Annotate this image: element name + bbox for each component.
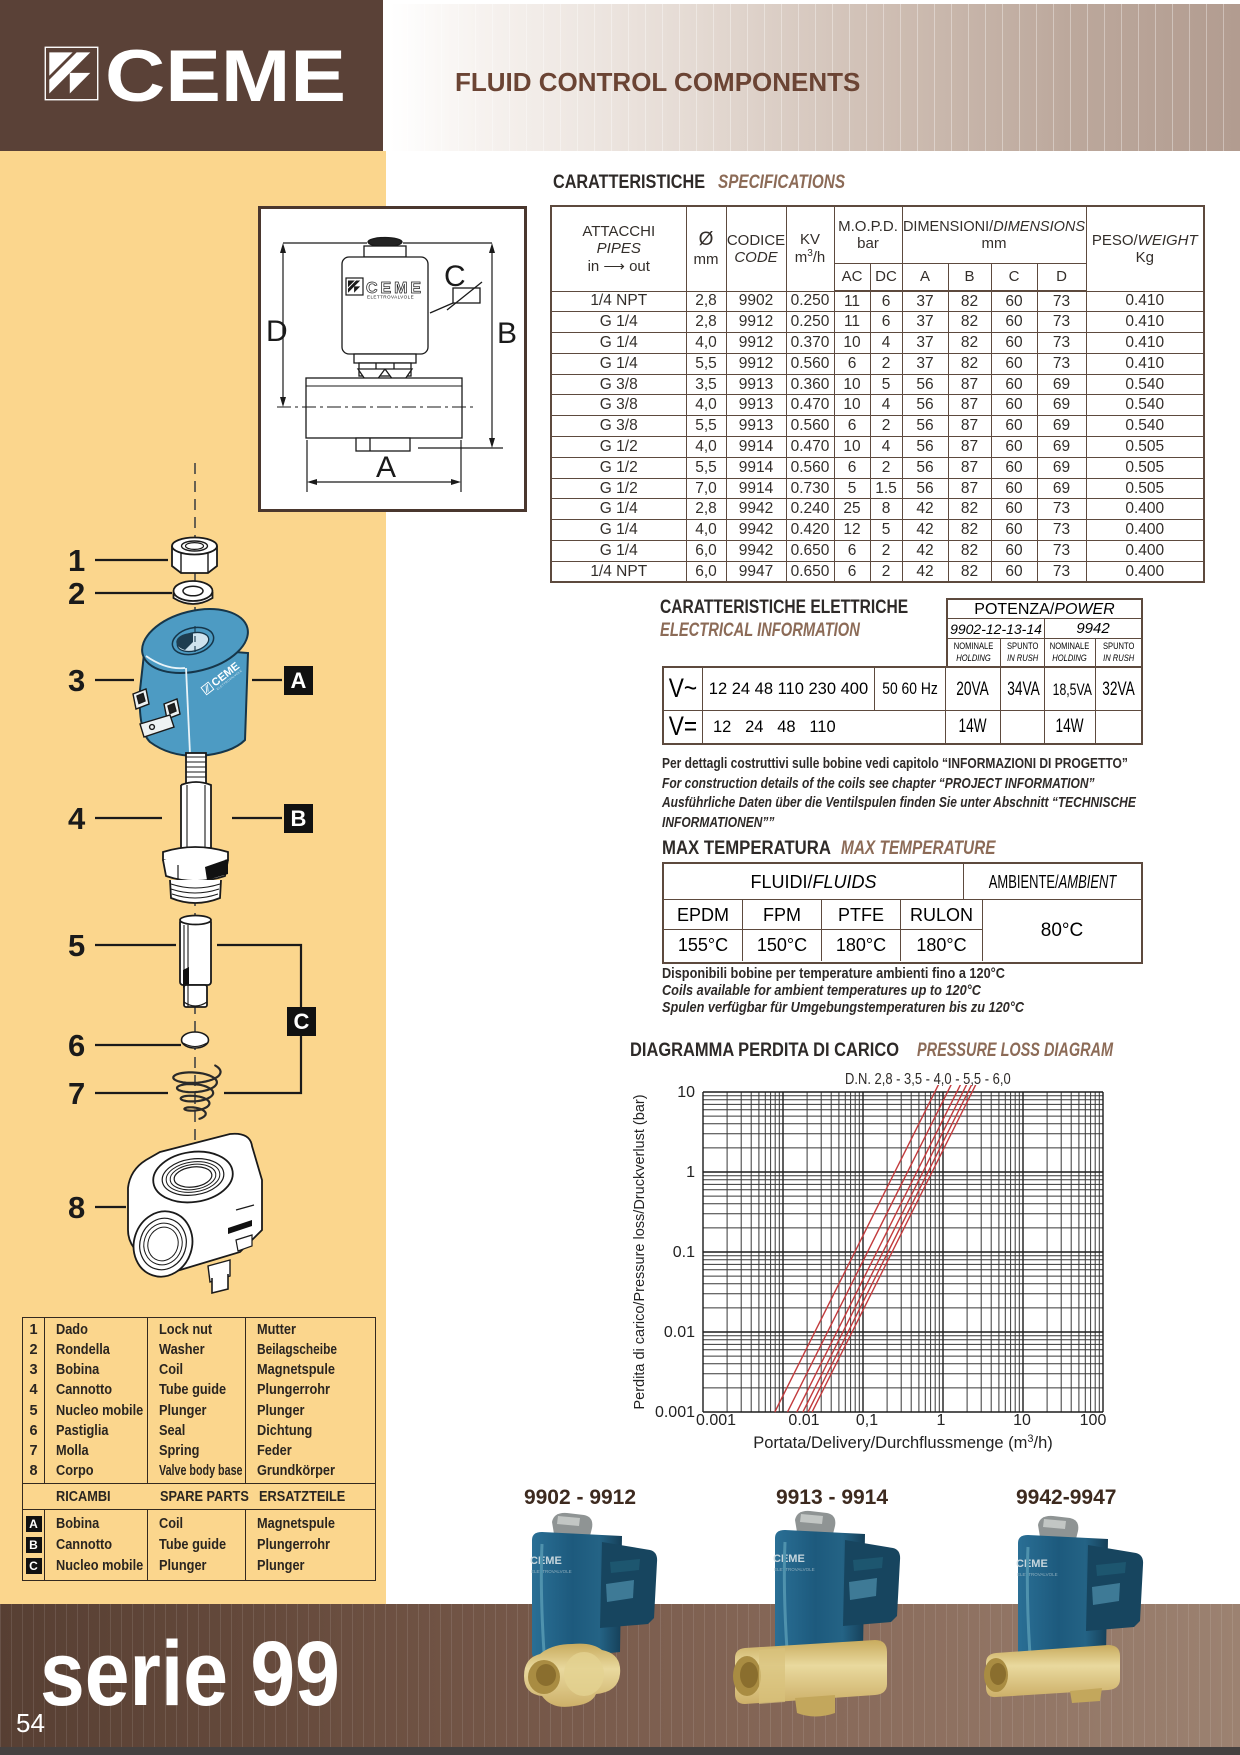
svg-text:Portata/Delivery/Durchflussmen: Portata/Delivery/Durchflussmenge (m3/h): [753, 1433, 1053, 1452]
svg-text:10: 10: [1013, 1412, 1031, 1429]
svg-text:CEME: CEME: [105, 45, 346, 105]
svg-text:Perdita di carico/Pressure los: Perdita di carico/Pressure loss/Druckver…: [632, 1094, 648, 1409]
svg-text:B: B: [291, 806, 307, 831]
svg-text:ELETTROVALVOLE: ELETTROVALVOLE: [774, 1567, 815, 1572]
svg-text:0,1: 0,1: [856, 1412, 878, 1429]
svg-text:CEME: CEME: [773, 1553, 805, 1565]
svg-text:7: 7: [68, 1076, 85, 1111]
svg-text:B: B: [497, 317, 517, 350]
svg-text:C: C: [444, 260, 466, 293]
svg-text:0.01: 0.01: [664, 1324, 695, 1341]
svg-text:0.001: 0.001: [655, 1404, 695, 1421]
svg-text:1: 1: [686, 1164, 695, 1181]
svg-text:3: 3: [68, 663, 85, 698]
svg-text:10: 10: [677, 1085, 695, 1101]
svg-text:6: 6: [68, 1028, 85, 1063]
svg-text:4: 4: [68, 801, 86, 836]
svg-text:0.1: 0.1: [673, 1244, 695, 1261]
svg-text:1: 1: [68, 543, 85, 578]
svg-text:0.01: 0.01: [788, 1412, 819, 1429]
svg-text:A: A: [291, 668, 307, 693]
svg-text:A: A: [376, 451, 396, 484]
svg-text:8: 8: [68, 1190, 85, 1225]
svg-text:5: 5: [68, 928, 85, 963]
svg-text:ELETTROVALVOLE: ELETTROVALVOLE: [367, 295, 414, 300]
svg-text:CEME: CEME: [530, 1555, 562, 1567]
svg-text:2: 2: [68, 576, 85, 611]
svg-text:D: D: [266, 315, 288, 348]
svg-text:1: 1: [937, 1412, 946, 1429]
svg-text:CEME: CEME: [1016, 1558, 1048, 1570]
svg-text:C: C: [294, 1009, 310, 1034]
svg-text:ELETTROVALVOLE: ELETTROVALVOLE: [531, 1569, 572, 1574]
svg-text:100: 100: [1080, 1412, 1107, 1429]
svg-text:ELETTROVALVOLE: ELETTROVALVOLE: [1017, 1572, 1058, 1577]
svg-text:0.001: 0.001: [696, 1412, 736, 1429]
